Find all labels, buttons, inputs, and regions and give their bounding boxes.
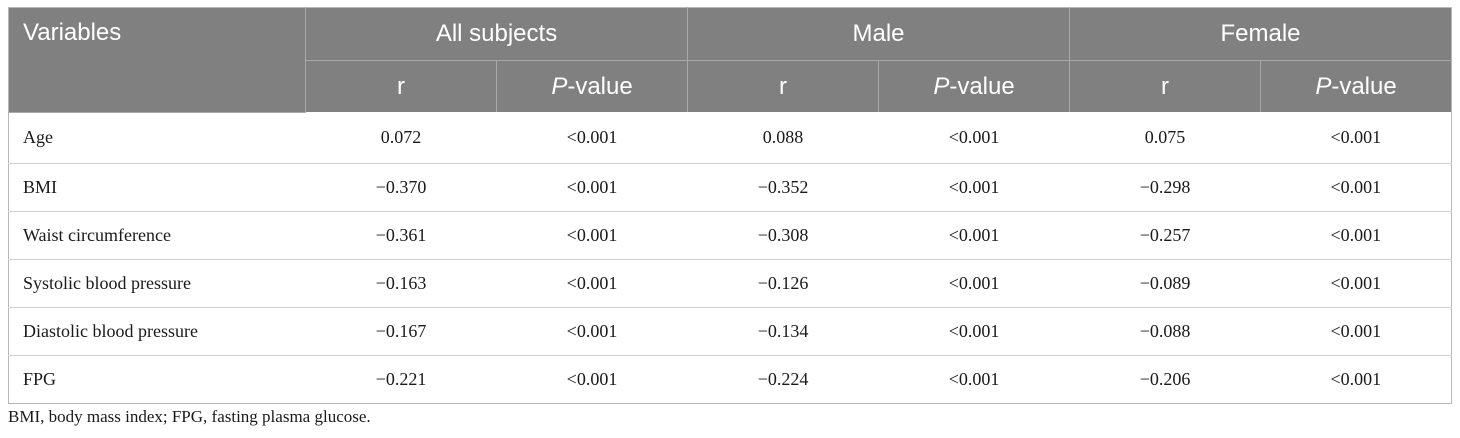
header-r: r bbox=[305, 60, 497, 112]
cell-all-r: 0.072 bbox=[380, 126, 422, 147]
row-label: FPG bbox=[8, 354, 306, 403]
cell-female-r: −0.088 bbox=[1069, 306, 1261, 355]
cell-male-r: −0.352 bbox=[687, 162, 879, 211]
cell-female-p: <0.001 bbox=[1260, 354, 1452, 403]
cell-male-p: <0.001 bbox=[878, 162, 1070, 211]
table-row: BMI −0.370 <0.001 −0.352 <0.001 −0.298 <… bbox=[8, 162, 1452, 211]
header-p-italic: P bbox=[1315, 72, 1332, 100]
cell-male-r: −0.224 bbox=[687, 354, 879, 403]
cell-female-p: <0.001 bbox=[1260, 258, 1452, 307]
header-p-italic: P bbox=[551, 72, 568, 100]
cell-female-r: −0.298 bbox=[1069, 162, 1261, 211]
table-body: Age 0.072 <0.001 0.088 <0.001 0.075 <0.0… bbox=[8, 112, 1452, 403]
table-footnote: BMI, body mass index; FPG, fasting plasm… bbox=[8, 407, 371, 426]
cell-all-p: <0.001 bbox=[496, 354, 688, 403]
header-group-all-subjects: All subjects bbox=[304, 7, 688, 61]
row-label: BMI bbox=[8, 162, 306, 211]
cell-male-p: <0.001 bbox=[948, 126, 1000, 147]
cell-male-p: <0.001 bbox=[878, 210, 1070, 259]
cell-all-p: <0.001 bbox=[496, 258, 688, 307]
cell-male-p: <0.001 bbox=[878, 306, 1070, 355]
cell-male-p: <0.001 bbox=[878, 258, 1070, 307]
cell-all-r: −0.167 bbox=[305, 306, 497, 355]
cell-all-r: −0.163 bbox=[305, 258, 497, 307]
cell-female-r: −0.089 bbox=[1069, 258, 1261, 307]
row-label: Diastolic blood pressure bbox=[8, 306, 306, 355]
cell-all-p: <0.001 bbox=[496, 162, 688, 211]
cell-all-p: <0.001 bbox=[496, 306, 688, 355]
cell-all-r: −0.221 bbox=[305, 354, 497, 403]
header-p-italic: P bbox=[933, 72, 950, 100]
cell-female-p: <0.001 bbox=[1330, 126, 1382, 147]
row-label: Systolic blood pressure bbox=[8, 258, 306, 307]
header-p-value: P-value bbox=[1260, 60, 1452, 112]
header-p-value: P-value bbox=[878, 60, 1070, 112]
cell-male-r: −0.126 bbox=[687, 258, 879, 307]
cell-female-p: <0.001 bbox=[1260, 162, 1452, 211]
header-variables: Variables bbox=[8, 7, 306, 113]
header-r: r bbox=[1069, 60, 1261, 112]
header-p-value: P-value bbox=[495, 60, 688, 112]
table-row: Diastolic blood pressure −0.167 <0.001 −… bbox=[8, 306, 1452, 355]
table-row: Age 0.072 <0.001 0.088 <0.001 0.075 <0.0… bbox=[9, 112, 1452, 163]
table-row: FPG −0.221 <0.001 −0.224 <0.001 −0.206 <… bbox=[8, 354, 1452, 403]
header-group-male: Male bbox=[687, 7, 1070, 61]
table-row: Waist circumference −0.361 <0.001 −0.308… bbox=[8, 210, 1452, 259]
cell-female-r: −0.206 bbox=[1069, 354, 1261, 403]
header-r: r bbox=[687, 60, 879, 112]
header-p-suffix: -value bbox=[1331, 72, 1397, 100]
header-p-suffix: -value bbox=[567, 72, 633, 100]
table-header: Variables All subjects Male Female r P-v… bbox=[8, 7, 1452, 113]
correlation-table-container: Variables All subjects Male Female r P-v… bbox=[8, 7, 1453, 404]
table-row: Systolic blood pressure −0.163 <0.001 −0… bbox=[8, 258, 1452, 307]
cell-male-r: −0.308 bbox=[687, 210, 879, 259]
header-group-female: Female bbox=[1069, 7, 1452, 61]
cell-all-r: −0.361 bbox=[305, 210, 497, 259]
cell-male-p: <0.001 bbox=[878, 354, 1070, 403]
row-label: Age bbox=[23, 127, 53, 147]
cell-all-r: −0.370 bbox=[305, 162, 497, 211]
cell-female-p: <0.001 bbox=[1260, 306, 1452, 355]
cell-female-r: 0.075 bbox=[1144, 126, 1186, 147]
cell-all-p: <0.001 bbox=[496, 210, 688, 259]
cell-male-r: −0.134 bbox=[687, 306, 879, 355]
row-label: Waist circumference bbox=[8, 210, 306, 259]
cell-all-p: <0.001 bbox=[566, 126, 618, 147]
header-p-suffix: -value bbox=[949, 72, 1015, 100]
cell-male-r: 0.088 bbox=[762, 126, 804, 147]
correlation-table: Variables All subjects Male Female r P-v… bbox=[8, 7, 1453, 404]
cell-female-r: −0.257 bbox=[1069, 210, 1261, 259]
cell-female-p: <0.001 bbox=[1260, 210, 1452, 259]
